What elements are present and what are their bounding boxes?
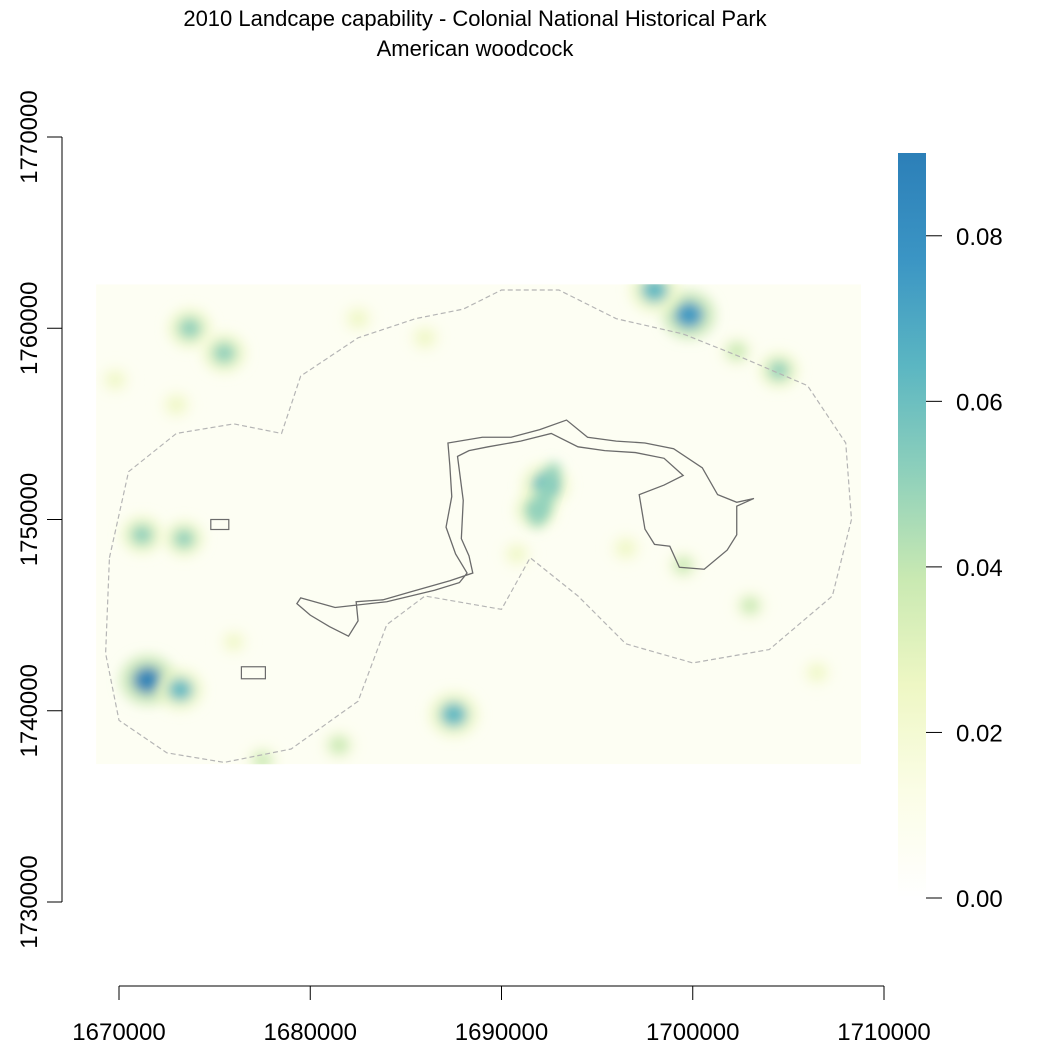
colorbar-tick-label: 0.02 [956,720,1003,747]
colorbar-tick-label: 0.06 [956,389,1003,416]
park-parcel [240,666,266,680]
x-axis: 1670000 1680000 1690000 1700000 1710000 [72,985,931,1046]
capability-hotspot [341,303,376,335]
y-tick-label: 1730000 [16,855,43,948]
capability-hotspot [665,549,702,582]
y-tick-label: 1770000 [16,90,43,183]
colorbar-legend: 0.00 0.02 0.04 0.06 0.08 [898,153,1003,913]
x-tick-label: 1690000 [455,1019,548,1046]
capability-hotspot [758,352,799,389]
capability-hotspot [218,628,249,656]
colorbar-tick-label: 0.08 [956,224,1003,251]
capability-hotspot [99,365,132,395]
colorbar-gradient [898,153,926,898]
boundary-outlines [105,289,853,763]
buffer-boundary [105,289,853,763]
capability-raster [96,284,862,765]
x-tick-label: 1710000 [837,1019,930,1046]
capability-hotspot [159,389,194,421]
capability-hotspot [500,539,533,569]
capability-hotspot [428,691,479,738]
y-tick-label: 1750000 [16,473,43,566]
capability-hotspot [164,520,204,557]
capability-hotspot [202,333,247,374]
park-boundary [296,419,755,638]
capability-hotspot [801,658,834,687]
map-title: 2010 Landcape capability - Colonial Nati… [183,6,767,31]
y-tick-label: 1740000 [16,664,43,757]
capability-hotspot [629,284,680,313]
y-axis: 1730000 1740000 1750000 1760000 1770000 [16,90,63,949]
capability-hotspot [320,727,358,763]
capability-hotspot [732,589,769,622]
capability-hotspot-elongated [531,462,560,528]
map-subtitle: American woodcock [376,36,574,61]
capability-hotspot [244,744,281,765]
capability-hotspot [157,668,204,711]
x-tick-label: 1680000 [264,1019,357,1046]
x-tick-label: 1670000 [72,1019,165,1046]
colorbar-tick-label: 0.00 [956,886,1003,913]
capability-hotspot [717,334,756,369]
x-tick-label: 1700000 [646,1019,739,1046]
capability-hotspot [408,322,442,354]
capability-hotspot [608,532,643,564]
capability-hotspot [167,308,212,349]
park-parcel [210,518,230,531]
capability-hotspot [121,515,163,554]
y-tick-label: 1760000 [16,282,43,375]
colorbar-tick-label: 0.04 [956,555,1003,582]
capability-hotspot [662,290,716,340]
